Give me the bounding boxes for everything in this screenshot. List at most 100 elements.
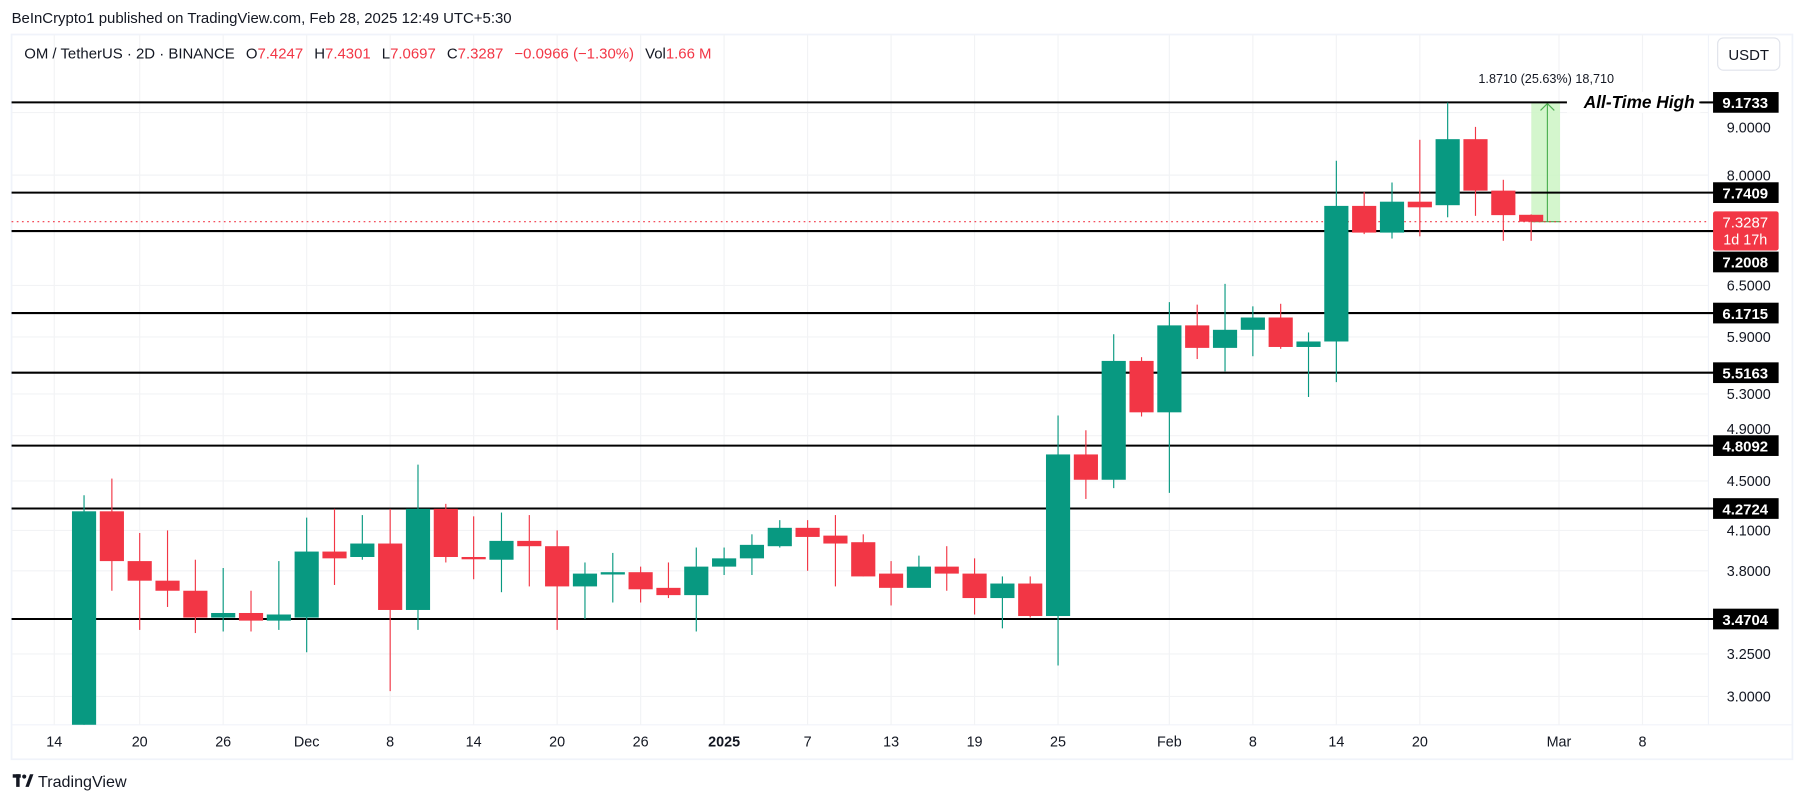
level-price-label: 3.4704 [1713, 608, 1779, 630]
currency-button[interactable]: USDT [1717, 37, 1781, 71]
candle [211, 568, 236, 632]
price-axis[interactable]: 9.0000 8.0000 6.5000 5.9000 5.3000 4.9000 4.50… [1727, 121, 1771, 706]
price-tick-label: 4.1000 [1727, 524, 1771, 540]
candle-body [1185, 325, 1210, 348]
candle-body [1352, 205, 1377, 233]
candle-body [266, 614, 291, 621]
level-label-text: 3.4704 [1722, 612, 1768, 629]
low-value: 7.0697 [390, 46, 436, 63]
level-label-box [1713, 608, 1779, 630]
candle-body [517, 540, 542, 547]
time-tick-label: 20 [1412, 735, 1428, 751]
candle [712, 547, 737, 576]
candle-body [712, 558, 737, 567]
last-price-label: 7.3287 1d 17h [1713, 211, 1779, 251]
candle [517, 515, 542, 587]
measure-tool[interactable]: 1.8710 (25.63%) 18,710 [1478, 72, 1614, 223]
legend-symbol: OM / TetherUS · 2D · BINANCE [24, 46, 235, 63]
candle-body [628, 572, 653, 590]
level-label-box [1713, 182, 1779, 203]
time-tick-label: Mar [1547, 735, 1572, 751]
time-tick-label: 26 [215, 735, 231, 751]
candle-body [600, 572, 625, 575]
level-price-label: 5.5163 [1713, 362, 1779, 384]
candle [879, 561, 904, 606]
price-tick-label: 3.2500 [1727, 647, 1771, 663]
all-time-high-annotation: All-Time High [1583, 92, 1695, 112]
candle [795, 520, 820, 571]
candle [739, 534, 765, 576]
level-price-label: 6.1715 [1713, 302, 1779, 324]
time-tick-label: 2025 [708, 735, 740, 751]
candle [545, 530, 570, 630]
price-tick-label: 3.0000 [1727, 690, 1771, 706]
candle-body [1519, 214, 1544, 222]
tradingview-logo[interactable]: TradingView [12, 773, 127, 791]
candle-body [1491, 190, 1516, 216]
level-price-label: 4.8092 [1713, 435, 1779, 456]
candle-body [851, 542, 876, 577]
candle-body [183, 590, 208, 618]
measure-range-box[interactable] [1531, 102, 1561, 222]
candle-body [572, 573, 598, 587]
high-label: H [314, 46, 325, 63]
candle [1519, 214, 1544, 241]
candle-body [1435, 139, 1460, 206]
time-tick-label: 25 [1050, 735, 1066, 751]
candle-body [739, 544, 765, 559]
candle-body [71, 511, 97, 725]
legend: OM / TetherUS · 2D · BINANCE O7.4247 H7.… [24, 46, 711, 63]
candle [684, 547, 709, 632]
candle-body [1212, 329, 1238, 348]
candle-body [378, 543, 403, 610]
candle-body [934, 566, 959, 574]
level-label-text: 7.2008 [1722, 255, 1768, 272]
candle-body [238, 612, 264, 621]
time-tick-label: 14 [46, 735, 62, 751]
candle-body [767, 527, 792, 547]
tradingview-wordmark: TradingView [38, 773, 127, 791]
chart-frame [10, 33, 1794, 761]
candle [1379, 182, 1405, 239]
candle-body [990, 583, 1015, 599]
time-tick-label: 8 [386, 735, 394, 751]
candle [433, 503, 458, 563]
candle [600, 552, 625, 603]
candle [1101, 334, 1126, 489]
candle-body [155, 580, 180, 591]
price-tick-label: 6.5000 [1727, 279, 1771, 295]
candle [1018, 576, 1043, 618]
candle [1463, 126, 1488, 216]
candle [155, 530, 180, 607]
annotation-background [1566, 92, 1701, 113]
candle-body [1407, 201, 1432, 208]
candle [1240, 306, 1265, 357]
level-lines[interactable] [11, 101, 1716, 621]
candle-body [127, 561, 152, 581]
candle [1407, 139, 1432, 237]
candle-body [1018, 583, 1043, 617]
candle-body [99, 511, 124, 562]
level-label-box [1713, 498, 1779, 519]
currency-label: USDT [1728, 47, 1769, 64]
candle [71, 495, 97, 725]
candle [990, 576, 1015, 629]
candle [405, 464, 431, 630]
candle [1324, 160, 1349, 383]
candle [127, 533, 152, 630]
candle [1435, 102, 1460, 218]
candle-body [656, 587, 681, 596]
price-tick-label: 4.9000 [1727, 422, 1771, 438]
price-tick-label: 4.5000 [1727, 474, 1771, 490]
attribution: BeInCrypto1 published on TradingView.com… [12, 10, 512, 27]
candle-body [879, 573, 904, 588]
time-axis[interactable]: 14 20 26 Dec 8 14 20 26 2025 7 13 19 25 Feb 8 14 20 Mar 8 [46, 735, 1646, 751]
measure-label: 1.8710 (25.63%) 18,710 [1478, 72, 1614, 86]
candle [99, 478, 124, 591]
candle-body [1157, 325, 1182, 413]
volume-label: Vol [645, 46, 666, 63]
level-price-label: 7.2008 [1713, 251, 1779, 273]
grid [11, 34, 1709, 725]
candle-body [1379, 201, 1405, 233]
